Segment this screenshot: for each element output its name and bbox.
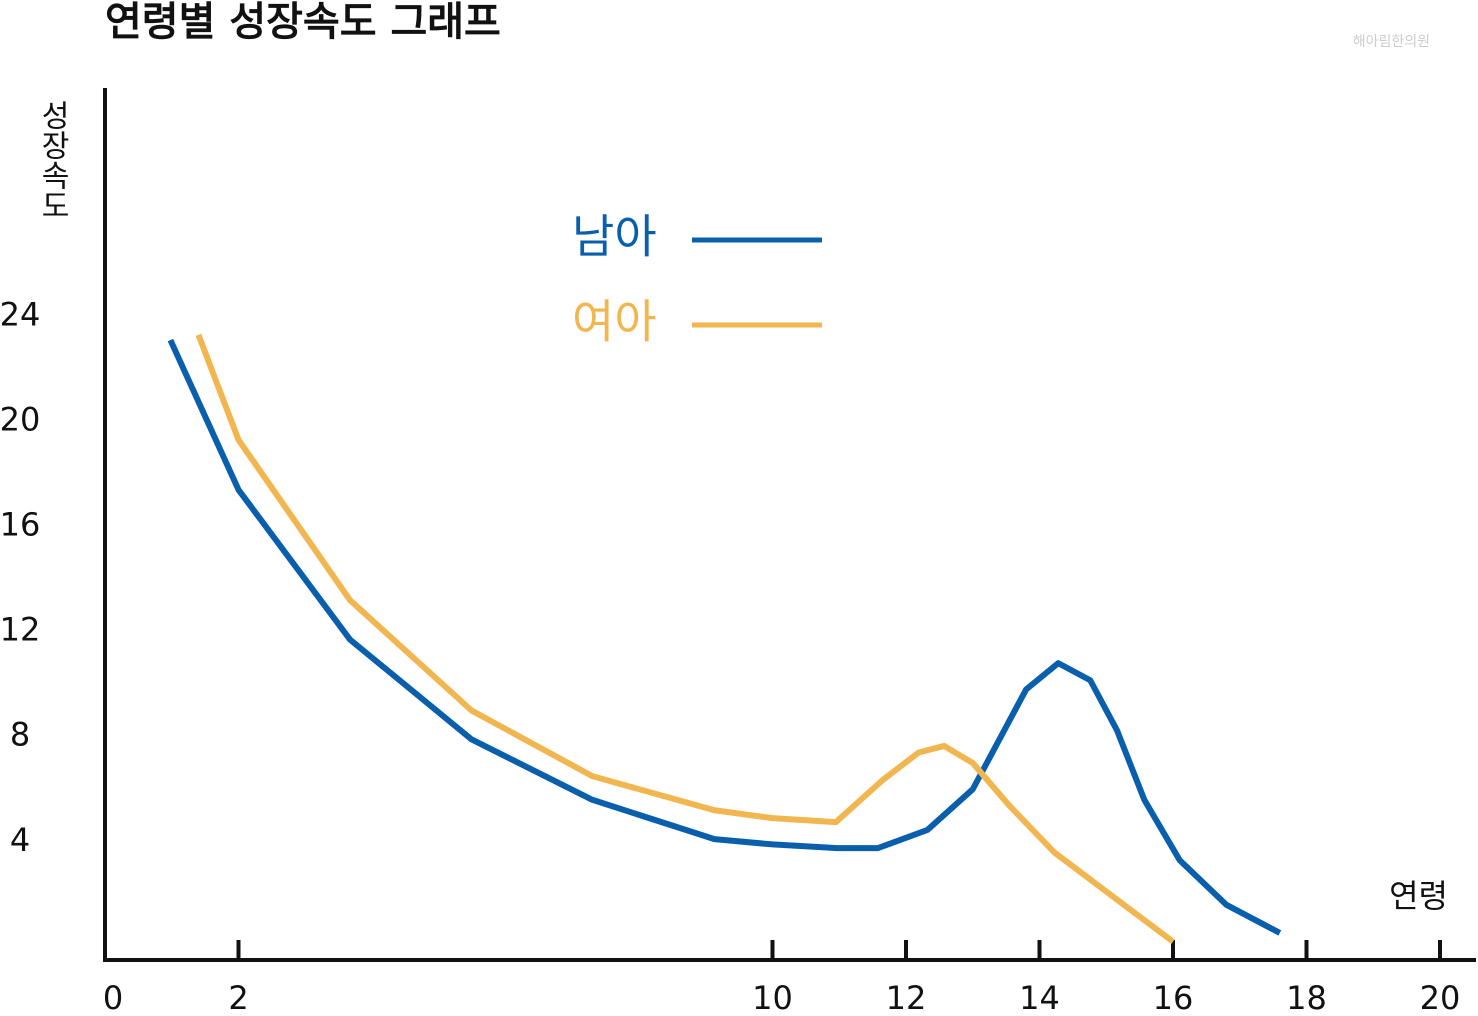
x-tick-label: 16: [1153, 979, 1194, 1016]
watermark: 해아림한의원: [1353, 34, 1430, 50]
x-tick-label: 18: [1286, 979, 1327, 1016]
chart-title: 연령별 성장속도 그래프: [105, 0, 501, 45]
y-axis-label: 성장속도: [35, 100, 70, 220]
legend-label: 남아: [572, 210, 657, 264]
y-tick-label: 4: [10, 821, 30, 859]
x-tick-label: 0: [103, 979, 123, 1016]
x-axis-label: 연령: [1389, 877, 1448, 915]
x-tick-label: 14: [1019, 979, 1060, 1016]
y-tick-label: 12: [0, 611, 40, 649]
y-tick-label: 24: [0, 295, 40, 333]
x-tick-label: 12: [886, 979, 927, 1016]
x-tick-label: 2: [228, 979, 248, 1016]
y-tick-label: 16: [0, 506, 40, 544]
x-tick-label: 20: [1420, 979, 1461, 1016]
y-tick-label: 8: [10, 716, 30, 754]
x-tick-label: 10: [752, 979, 793, 1016]
series-line: [195, 333, 1175, 945]
y-tick-label: 20: [0, 400, 40, 438]
series-line: [167, 338, 1282, 936]
legend-label: 여아: [572, 295, 657, 349]
